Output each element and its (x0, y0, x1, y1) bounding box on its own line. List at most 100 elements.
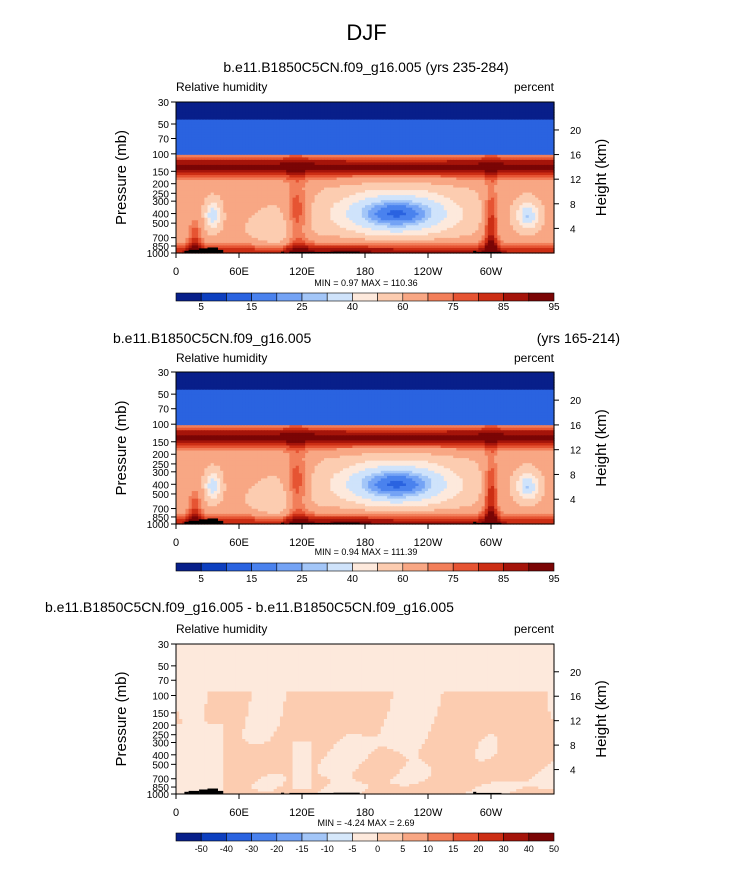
contour-cell (472, 122, 476, 126)
contour-cell (361, 172, 366, 176)
contour-cell (317, 162, 322, 166)
contour-cell (484, 185, 489, 189)
contour-cell (550, 104, 555, 108)
contour-cell (405, 142, 410, 146)
contour-cell (320, 200, 325, 204)
contour-cell (251, 180, 256, 184)
contour-cell (550, 187, 555, 191)
contour-cell (226, 147, 231, 151)
contour-cell (204, 107, 209, 111)
contour-cell (465, 162, 470, 166)
contour-cell (216, 172, 221, 176)
contour-cell (494, 167, 498, 171)
contour-cell (513, 185, 517, 189)
contour-cell (478, 147, 483, 151)
contour-cell (220, 112, 224, 116)
contour-cell (424, 114, 429, 118)
contour-cell (270, 185, 275, 189)
contour-cell (254, 169, 259, 174)
contour-cell (428, 149, 432, 153)
contour-cell (216, 139, 221, 143)
contour-cell (349, 117, 353, 121)
contour-cell (267, 147, 272, 151)
contour-cell (176, 159, 180, 163)
contour-cell (405, 177, 410, 181)
contour-cell (210, 159, 215, 163)
contour-cell (528, 162, 533, 166)
contour-cell (377, 190, 382, 194)
contour-cell (216, 129, 221, 133)
contour-cell (311, 107, 316, 111)
contour-cell (503, 185, 508, 189)
contour-cell (465, 139, 470, 143)
contour-cell (516, 142, 520, 146)
contour-cell (226, 159, 231, 163)
contour-cell (434, 129, 439, 133)
contour-cell (434, 185, 439, 189)
contour-cell (544, 197, 549, 201)
contour-cell (245, 132, 250, 136)
contour-cell (201, 192, 205, 196)
contour-cell (311, 129, 316, 133)
contour-cell (185, 104, 190, 108)
contour-cell (519, 192, 524, 196)
contour-cell (371, 157, 376, 161)
contour-cell (320, 162, 325, 166)
contour-cell (547, 152, 552, 156)
contour-cell (516, 134, 520, 138)
contour-cell (428, 174, 432, 179)
contour-cell (314, 195, 319, 199)
contour-cell (198, 182, 202, 186)
contour-cell (424, 162, 429, 166)
contour-cell (232, 197, 237, 201)
contour-cell (279, 119, 284, 123)
contour-cell (522, 180, 527, 184)
contour-cell (182, 122, 187, 126)
contour-cell (279, 182, 284, 186)
contour-cell (352, 195, 357, 199)
contour-cell (229, 149, 234, 153)
contour-cell (465, 114, 470, 118)
contour-cell (223, 164, 227, 169)
contour-cell (380, 104, 385, 108)
contour-cell (516, 182, 520, 186)
contour-cell (465, 157, 470, 161)
contour-cell (308, 177, 313, 181)
contour-cell (342, 107, 347, 111)
contour-cell (522, 107, 527, 111)
contour-cell (261, 104, 265, 108)
contour-cell (503, 134, 508, 138)
contour-cell (361, 197, 366, 201)
contour-cell (342, 104, 347, 108)
contour-cell (396, 182, 401, 186)
contour-cell (434, 187, 439, 191)
contour-cell (380, 132, 385, 136)
contour-cell (289, 162, 294, 166)
contour-cell (431, 172, 435, 176)
contour-cell (279, 109, 284, 113)
contour-cell (428, 182, 432, 186)
units-label: percent (514, 80, 555, 94)
contour-cell (516, 190, 520, 194)
contour-cell (311, 119, 316, 123)
contour-cell (380, 134, 385, 138)
contour-cell (531, 200, 536, 204)
contour-cell (450, 149, 454, 153)
contour-cell (286, 157, 290, 161)
contour-cell (349, 157, 353, 161)
contour-cell (500, 177, 505, 181)
contour-cell (538, 117, 542, 121)
contour-cell (472, 169, 476, 174)
contour-cell (327, 172, 331, 176)
contour-cell (317, 182, 322, 186)
contour-cell (468, 142, 473, 146)
contour-cell (475, 162, 479, 166)
contour-cell (472, 139, 476, 143)
contour-cell (207, 200, 212, 204)
contour-cell (339, 159, 344, 163)
contour-cell (185, 182, 190, 186)
contour-cell (330, 129, 335, 133)
contour-cell (257, 187, 262, 191)
contour-cell (317, 112, 322, 116)
contour-cell (333, 157, 338, 161)
